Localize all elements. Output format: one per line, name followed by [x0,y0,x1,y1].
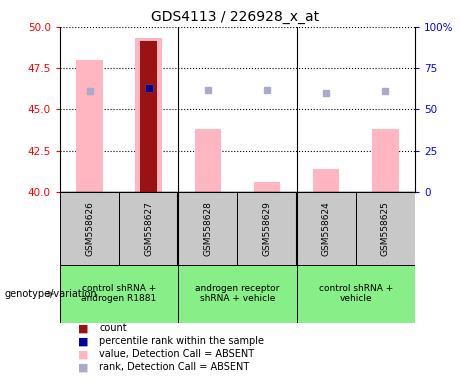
Bar [60,265,178,323]
Text: GSM558624: GSM558624 [322,201,331,256]
Text: count: count [99,323,127,333]
Bar [313,169,339,192]
Bar [195,129,221,192]
Text: control shRNA +
vehicle: control shRNA + vehicle [319,284,393,303]
Text: percentile rank within the sample: percentile rank within the sample [99,336,264,346]
Text: ■: ■ [78,349,89,359]
Text: GSM558626: GSM558626 [85,201,94,256]
Bar [178,265,296,323]
Bar [296,265,415,323]
Text: GSM558629: GSM558629 [262,201,272,256]
Text: ■: ■ [78,362,89,372]
Bar [254,182,280,192]
Bar [178,192,237,265]
Text: GSM558625: GSM558625 [381,201,390,256]
Text: GSM558628: GSM558628 [203,201,213,256]
Bar [119,192,178,265]
Bar [296,192,356,265]
Text: ■: ■ [78,323,89,333]
Bar [60,192,119,265]
Bar [372,129,399,192]
Bar [141,41,157,192]
Text: GSM558627: GSM558627 [144,201,153,256]
Text: rank, Detection Call = ABSENT: rank, Detection Call = ABSENT [99,362,249,372]
Bar [356,192,415,265]
Bar [136,38,162,192]
Bar [76,60,103,192]
Text: androgen receptor
shRNA + vehicle: androgen receptor shRNA + vehicle [195,284,280,303]
Text: ■: ■ [78,336,89,346]
Text: control shRNA +
androgen R1881: control shRNA + androgen R1881 [82,284,157,303]
Text: genotype/variation: genotype/variation [5,289,97,299]
Bar [237,192,296,265]
Text: GDS4113 / 226928_x_at: GDS4113 / 226928_x_at [151,10,319,23]
Text: value, Detection Call = ABSENT: value, Detection Call = ABSENT [99,349,254,359]
